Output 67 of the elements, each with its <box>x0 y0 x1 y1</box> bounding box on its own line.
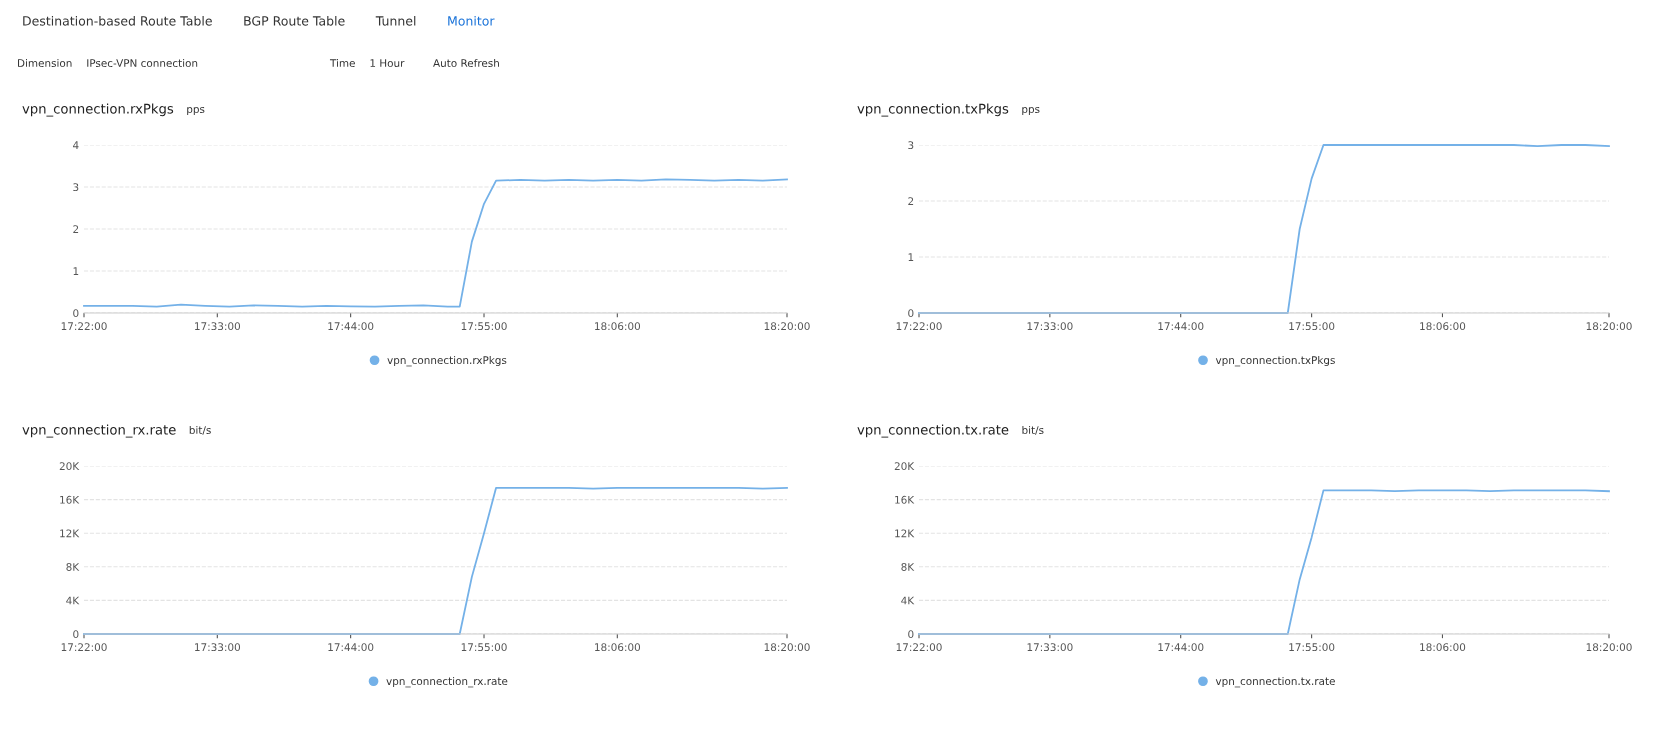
y-tick-label: 2 <box>73 225 79 233</box>
text: IPsec-VPN connection <box>87 58 198 68</box>
y-tick-label: 2 <box>908 197 914 205</box>
x-tick-label: 18:06:00 <box>1420 322 1466 331</box>
x-tick-label: 17:33:00 <box>1027 643 1073 652</box>
chart-title: vpn_connection_rx.rate <box>22 424 176 438</box>
x-tick-label: 17:44:00 <box>328 322 374 331</box>
y-tick-label: 3 <box>73 183 79 192</box>
x-tick-label: 17:33:00 <box>195 643 241 652</box>
text: Monitor <box>448 15 495 26</box>
text: Time <box>329 58 355 68</box>
text: Dimension <box>18 58 72 68</box>
text: BGP Route Table <box>244 15 345 26</box>
legend-label: vpn_connection.tx.rate <box>1215 676 1335 688</box>
chart-title: vpn_connection.tx.rate <box>857 424 1009 438</box>
y-tick-label: 4K <box>901 596 915 605</box>
x-tick-label: 17:55:00 <box>461 643 507 652</box>
y-tick-label: 0 <box>73 630 79 639</box>
x-tick-label: 17:44:00 <box>1158 643 1204 652</box>
x-tick-label: 17:22:00 <box>896 322 942 331</box>
y-tick-label: 0 <box>908 630 914 639</box>
y-tick-label: 4 <box>73 141 79 149</box>
y-tick-label: 16K <box>60 495 80 504</box>
chart-subtitle: bit/s <box>1022 425 1044 435</box>
legend-label: vpn_connection_rx.rate <box>386 676 508 688</box>
x-tick-label: 17:44:00 <box>328 643 374 652</box>
x-tick-label: 17:55:00 <box>1289 643 1335 652</box>
text: 1 Hour <box>370 59 405 68</box>
y-tick-label: 4K <box>66 596 80 605</box>
x-tick-label: 17:55:00 <box>1289 322 1335 331</box>
y-tick-label: 20K <box>59 462 80 471</box>
y-tick-label: 1 <box>73 267 79 275</box>
x-tick-label: 17:22:00 <box>61 322 107 331</box>
chart-subtitle: pps <box>187 107 205 116</box>
x-tick-label: 18:06:00 <box>1420 643 1466 652</box>
text: Tunnel <box>375 15 416 26</box>
y-tick-label: 0 <box>73 309 79 318</box>
x-tick-label: 17:55:00 <box>461 322 507 331</box>
y-tick-label: 20K <box>894 462 915 471</box>
legend-label: vpn_connection.txPkgs <box>1215 355 1335 367</box>
legend-label: vpn_connection.rxPkgs <box>387 355 507 367</box>
text: Auto Refresh <box>433 58 499 68</box>
chart-title: vpn_connection.txPkgs <box>857 103 1009 117</box>
y-tick-label: 8K <box>901 563 915 571</box>
x-tick-label: 18:20:00 <box>764 643 810 652</box>
x-tick-label: 17:44:00 <box>1158 322 1204 331</box>
x-tick-label: 17:33:00 <box>1027 322 1073 331</box>
x-tick-label: 17:33:00 <box>195 322 241 331</box>
y-tick-label: 8K <box>66 563 80 571</box>
x-tick-label: 18:06:00 <box>595 322 641 331</box>
y-tick-label: 3 <box>908 141 914 150</box>
y-tick-label: 12K <box>60 529 80 538</box>
y-tick-label: 12K <box>895 529 915 538</box>
x-tick-label: 18:20:00 <box>1586 322 1632 331</box>
chart-subtitle: pps <box>1022 107 1040 116</box>
y-tick-label: 16K <box>895 495 915 504</box>
x-tick-label: 18:06:00 <box>595 643 641 652</box>
x-tick-label: 18:20:00 <box>1586 643 1632 652</box>
y-tick-label: 0 <box>908 309 914 318</box>
line-series <box>83 178 788 308</box>
y-tick-label: 1 <box>908 253 914 261</box>
x-tick-label: 17:22:00 <box>61 643 107 652</box>
x-tick-label: 17:22:00 <box>896 643 942 652</box>
x-tick-label: 18:20:00 <box>764 322 810 331</box>
chart-title: vpn_connection.rxPkgs <box>22 103 174 117</box>
text: Destination-based Route Table <box>23 15 212 26</box>
chart-subtitle: bit/s <box>189 425 211 435</box>
